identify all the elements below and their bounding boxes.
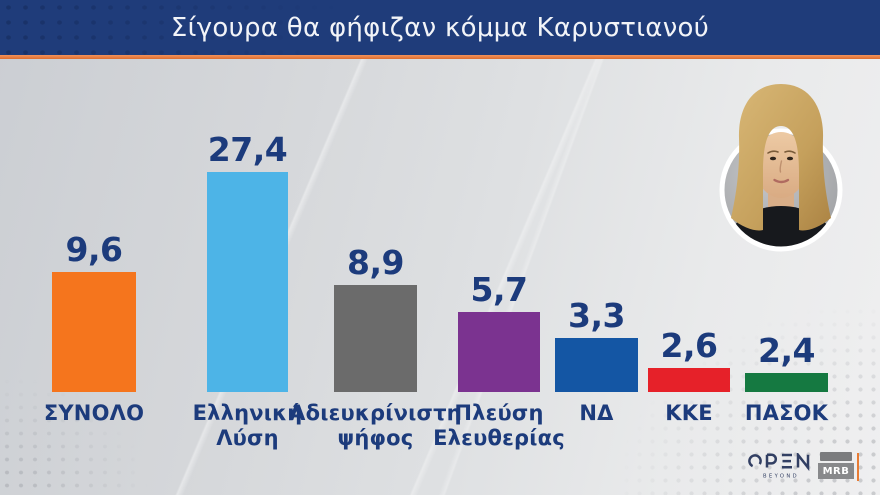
bar-label-kke: ΚΚΕ: [665, 401, 713, 425]
portrait-photo: [719, 84, 843, 252]
page-title: Σίγουρα θα φήφιζαν κόμμα Καρυστιανού: [170, 12, 710, 43]
bar-label-synolo: ΣΥΝΟΛΟ: [43, 401, 145, 425]
portrait-features: [767, 150, 796, 184]
bar-value-pleusi-eleutherias: 5,7: [470, 270, 528, 309]
bar-value-adieukrinisti-psifos: 8,9: [347, 243, 404, 282]
bar-kke: [648, 368, 730, 392]
mrb-logo-bar: [820, 452, 852, 461]
bar-adieukrinisti-psifos: [334, 285, 417, 392]
open-beyond-logo: BEYOND: [748, 453, 810, 480]
mrb-logo-text: MRB: [818, 463, 854, 479]
open-logo-letters: [748, 453, 810, 472]
bar-label-pleusi-eleutherias: Πλεύση Ελευθερίας: [433, 401, 565, 450]
bar-nd: [555, 338, 638, 392]
bar-label-nd: ΝΔ: [579, 401, 614, 425]
open-logo-subtext: BEYOND: [763, 474, 799, 480]
footer-divider-line: [857, 453, 859, 481]
bar-value-nd: 3,3: [568, 296, 625, 335]
bar-value-elliniki-lysi: 27,4: [207, 130, 288, 169]
portrait-hair: [731, 84, 831, 231]
bar-value-pasok: 2,4: [758, 331, 815, 370]
bar-label-adieukrinisti-psifos: Αδιευκρίνιστη ψήφος: [289, 401, 462, 450]
bar-label-pasok: ΠΑΣΟΚ: [744, 401, 829, 425]
bar-pasok: [745, 373, 828, 392]
bar-elliniki-lysi: [207, 172, 288, 392]
bar-label-elliniki-lysi: Ελληνική Λύση: [192, 401, 303, 450]
header-bar: Σίγουρα θα φήφιζαν κόμμα Καρυστιανού: [0, 0, 880, 55]
bar-synolo: [52, 272, 136, 392]
header-accent-line: [0, 55, 880, 59]
bar-value-kke: 2,6: [660, 326, 718, 365]
mrb-logo: MRB: [818, 452, 854, 479]
bar-pleusi-eleutherias: [458, 312, 540, 392]
portrait-ring: [719, 128, 843, 252]
bar-value-synolo: 9,6: [65, 230, 123, 269]
